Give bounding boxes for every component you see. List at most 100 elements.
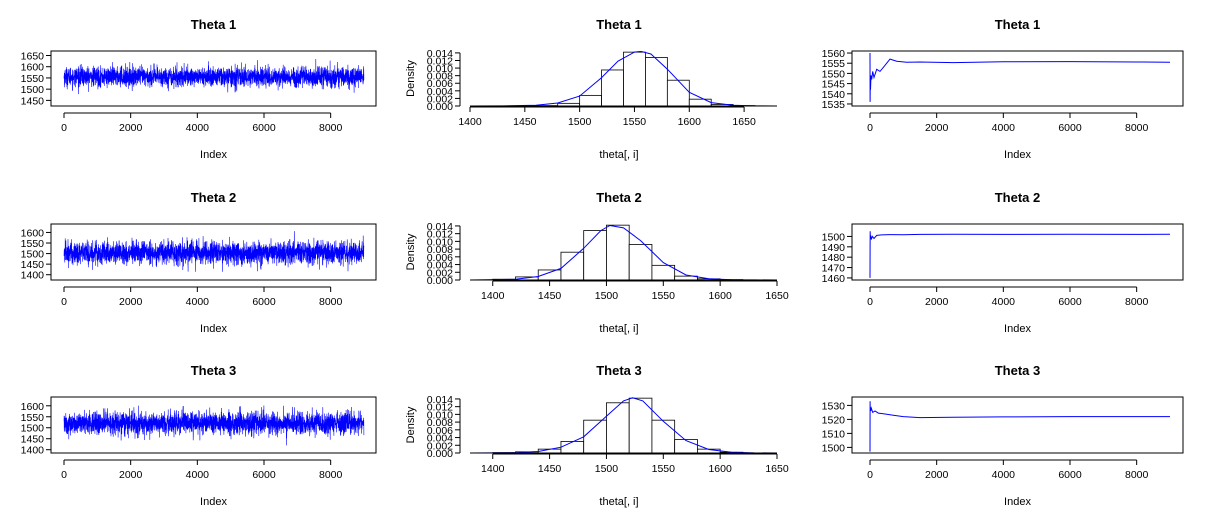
y-tick-label: 1490 xyxy=(822,242,846,254)
x-tick-label: 1500 xyxy=(595,290,619,302)
y-tick-label: 0.000 xyxy=(427,448,453,460)
hist-bar xyxy=(583,230,607,280)
x-axis-label: theta[, i] xyxy=(599,323,638,335)
x-tick-label: 1500 xyxy=(568,116,592,128)
x-tick-label: 8000 xyxy=(319,296,343,308)
y-tick-label: 0.006 xyxy=(427,425,453,437)
x-tick-label: 1400 xyxy=(481,290,505,302)
x-axis-label: Index xyxy=(1004,149,1031,161)
x-tick-label: 1450 xyxy=(538,290,562,302)
hist-bar xyxy=(601,69,624,106)
x-axis-label: Index xyxy=(200,496,227,508)
y-tick-label: 0.000 xyxy=(427,101,453,113)
y-tick-label: 1460 xyxy=(822,273,846,285)
y-tick-label: 1550 xyxy=(21,412,45,424)
hist-bar xyxy=(623,51,646,106)
y-axis-label: Density xyxy=(405,60,417,97)
panel-title: Theta 2 xyxy=(596,190,642,205)
x-axis: 0 2000 4000 6000 8000 xyxy=(867,286,1149,308)
x-tick-label: 1450 xyxy=(538,463,562,475)
y-tick-label: 1600 xyxy=(21,62,45,74)
x-tick-label: 4000 xyxy=(186,122,210,134)
x-tick-label: 8000 xyxy=(1125,122,1149,134)
panel-title: Theta 2 xyxy=(191,190,237,205)
y-tick-label: 0.006 xyxy=(427,252,453,264)
x-axis-label: theta[, i] xyxy=(599,149,638,161)
plot-area xyxy=(469,224,778,280)
y-tick-label: 0.012 xyxy=(427,55,453,67)
y-tick-label: 1550 xyxy=(21,73,45,85)
x-axis-label: Index xyxy=(200,323,227,335)
hist-bar xyxy=(666,79,690,106)
panel-running-mean-2: Theta 2 0 2000 4000 6000 8000 Index 14601470148… xyxy=(822,190,1184,335)
x-tick-label: 1550 xyxy=(652,290,676,302)
x-tick-label: 1550 xyxy=(623,116,647,128)
plot-area xyxy=(469,51,778,106)
x-tick-label: 0 xyxy=(867,296,873,308)
x-tick-label: 8000 xyxy=(1125,296,1149,308)
y-tick-label: 1550 xyxy=(21,238,45,250)
y-tick-label: 1530 xyxy=(822,400,846,412)
panel-hist-1: Theta 1 1400 1450 1500 1550 1600 1650 theta[, i… xyxy=(405,17,778,161)
panel-running-mean-3: Theta 3 0 2000 4000 6000 8000 Index 1500 1510 152… xyxy=(822,363,1184,508)
x-tick-label: 2000 xyxy=(925,122,949,134)
y-tick-label: 0.014 xyxy=(427,48,453,60)
x-tick-label: 1550 xyxy=(652,463,676,475)
x-tick-label: 6000 xyxy=(1058,469,1082,481)
y-tick-label: 0.010 xyxy=(427,409,453,421)
x-axis: 1400 1450 1500 1550 1600 1650 xyxy=(470,452,789,475)
x-axis: 0 2000 4000 6000 8000 xyxy=(61,112,343,134)
x-tick-label: 2000 xyxy=(925,296,949,308)
x-tick-label: 0 xyxy=(61,122,67,134)
y-axis: 1500 1510 1520 1530 xyxy=(822,400,853,454)
y-tick-label: 1500 xyxy=(21,423,45,435)
running-mean-line xyxy=(869,231,1171,278)
y-tick-label: 0.004 xyxy=(427,86,453,98)
x-tick-label: 1450 xyxy=(513,116,537,128)
x-axis: 1400 1450 1500 1550 1600 1650 xyxy=(458,105,777,128)
x-tick-label: 6000 xyxy=(1058,122,1082,134)
y-tick-label: 0.004 xyxy=(427,433,453,445)
x-tick-label: 2000 xyxy=(119,469,143,481)
x-tick-label: 1650 xyxy=(765,463,789,475)
panel-title: Theta 1 xyxy=(995,17,1041,32)
hist-bar xyxy=(674,439,698,453)
panel-title: Theta 2 xyxy=(995,190,1041,205)
y-tick-label: 0.000 xyxy=(427,275,453,287)
x-axis: 0 2000 4000 6000 8000 xyxy=(61,459,343,481)
y-axis-label: Density xyxy=(405,233,417,270)
x-tick-label: 6000 xyxy=(1058,296,1082,308)
plot-area xyxy=(869,231,1171,278)
y-tick-label: 1600 xyxy=(21,401,45,413)
y-tick-label: 1400 xyxy=(21,270,45,282)
panel-title: Theta 3 xyxy=(596,363,642,378)
plot-frame xyxy=(851,396,1184,454)
x-axis: 0 2000 4000 6000 8000 xyxy=(867,459,1149,481)
panel-hist-3: Theta 3 1400 1450 1500 1550 1600 1650 theta[, i… xyxy=(405,363,789,508)
y-tick-label: 0.008 xyxy=(427,244,453,256)
x-tick-label: 1600 xyxy=(708,463,732,475)
y-tick-label: 0.014 xyxy=(427,394,453,406)
y-tick-label: 1520 xyxy=(822,414,846,426)
density-curve xyxy=(469,224,778,280)
y-tick-label: 1450 xyxy=(21,259,45,271)
panel-title: Theta 3 xyxy=(995,363,1041,378)
panel-title: Theta 3 xyxy=(191,363,237,378)
hist-bar xyxy=(651,419,676,453)
y-axis-label: Density xyxy=(405,406,417,443)
y-tick-label: 1470 xyxy=(822,263,846,275)
plot-frame xyxy=(851,50,1184,107)
x-tick-label: 1600 xyxy=(678,116,702,128)
x-tick-label: 1500 xyxy=(595,463,619,475)
x-axis-label: Index xyxy=(1004,323,1031,335)
hist-bar xyxy=(651,264,676,280)
hist-bar xyxy=(560,251,585,280)
x-tick-label: 0 xyxy=(61,469,67,481)
y-tick-label: 0.010 xyxy=(427,63,453,75)
x-tick-label: 1650 xyxy=(732,116,756,128)
hist-bar xyxy=(688,98,712,106)
